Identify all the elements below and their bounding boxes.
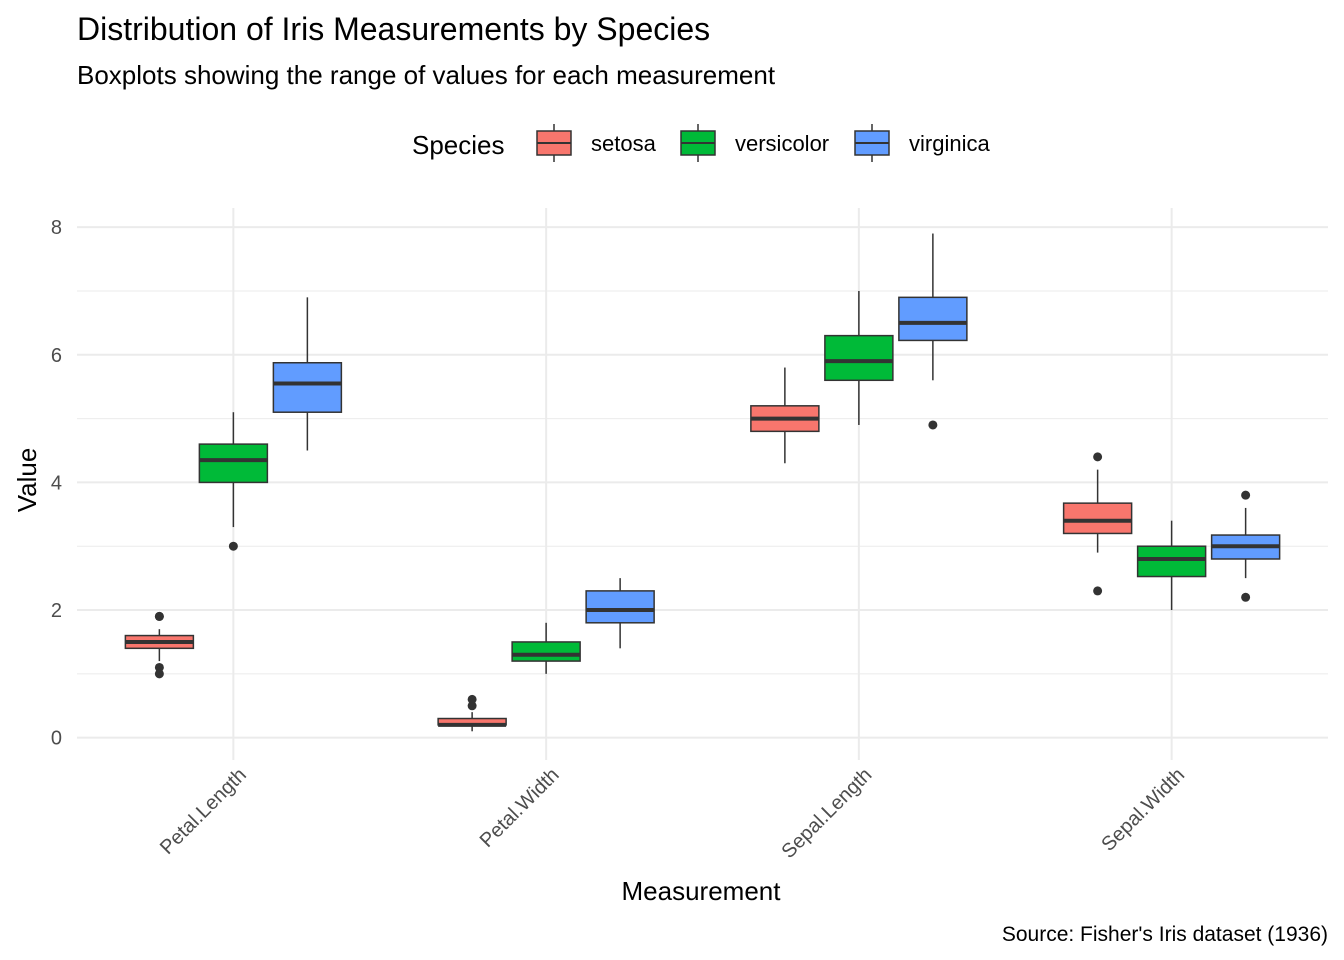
y-axis-title: Value	[12, 448, 42, 513]
legend-entries: setosa versicolor virginica	[536, 124, 990, 162]
outlier-point	[154, 611, 164, 621]
box-virginica-Petal.Length	[272, 297, 343, 451]
box-iqr	[1062, 502, 1133, 535]
legend-title: Species	[412, 130, 505, 160]
outlier-point	[1241, 490, 1251, 500]
chart-title: Distribution of Iris Measurements by Spe…	[77, 11, 710, 47]
outlier-point	[928, 420, 938, 430]
box-versicolor-Sepal.Length	[824, 290, 894, 425]
x-tick-label: Sepal.Width	[1097, 764, 1189, 856]
box-virginica-Sepal.Width	[1210, 490, 1281, 602]
x-tick-label: Petal.Length	[156, 764, 251, 859]
box-iqr	[824, 334, 894, 382]
box-versicolor-Petal.Width	[511, 622, 581, 674]
box-setosa-Petal.Length	[124, 611, 195, 679]
legend-entry-versicolor: versicolor	[680, 124, 829, 162]
box-setosa-Petal.Width	[437, 694, 507, 732]
outlier-point	[154, 669, 164, 679]
outlier-point	[154, 662, 164, 672]
chart-subtitle: Boxplots showing the range of values for…	[77, 60, 776, 90]
x-axis-ticks: Petal.Length Petal.Width Sepal.Length Sepal…	[156, 764, 1189, 863]
box-iqr	[585, 590, 655, 624]
boxes	[124, 233, 1281, 732]
chart-caption: Source: Fisher's Iris dataset (1936)	[1002, 923, 1328, 946]
legend: Species setosa versicolor virginica	[412, 124, 990, 162]
outlier-point	[228, 541, 238, 551]
legend-entry-setosa: setosa	[536, 124, 657, 162]
legend-entry-virginica: virginica	[854, 124, 990, 162]
box-iqr	[272, 362, 343, 413]
x-tick-label: Petal.Width	[476, 764, 564, 852]
outlier-point	[467, 694, 477, 704]
box-versicolor-Petal.Length	[198, 412, 269, 551]
y-tick-label: 4	[51, 472, 62, 494]
y-axis-ticks: 0 2 4 6 8	[51, 217, 62, 750]
legend-label: virginica	[909, 131, 990, 156]
box-setosa-Sepal.Width	[1062, 452, 1133, 596]
y-tick-label: 8	[51, 217, 62, 239]
box-virginica-Sepal.Length	[898, 233, 968, 430]
outlier-point	[1241, 592, 1251, 602]
outlier-point	[467, 701, 477, 711]
grid	[77, 208, 1328, 760]
outlier-point	[1093, 452, 1103, 462]
box-virginica-Petal.Width	[585, 578, 655, 649]
box-iqr	[898, 296, 968, 342]
legend-label: versicolor	[735, 131, 829, 156]
box-iqr	[1136, 545, 1207, 578]
y-tick-label: 0	[51, 728, 62, 750]
legend-label: setosa	[591, 131, 657, 156]
box-setosa-Sepal.Length	[750, 367, 820, 464]
outlier-point	[1093, 586, 1103, 596]
y-tick-label: 2	[51, 600, 62, 622]
box-iqr	[511, 641, 581, 662]
box-versicolor-Sepal.Width	[1136, 520, 1207, 611]
y-tick-label: 6	[51, 345, 62, 367]
box-iqr	[198, 443, 269, 484]
x-tick-label: Sepal.Length	[777, 764, 876, 863]
x-axis-title: Measurement	[622, 876, 782, 906]
